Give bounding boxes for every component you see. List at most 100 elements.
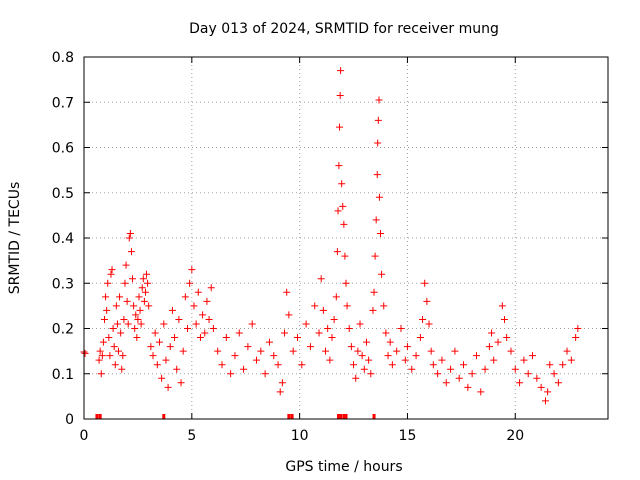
data-point: [377, 229, 385, 237]
data-point: [382, 329, 390, 337]
data-point: [137, 320, 145, 328]
data-point: [113, 320, 121, 328]
data-point: [125, 234, 133, 242]
data-point: [100, 315, 108, 323]
y-tick-label: 0.8: [52, 50, 74, 66]
data-point: [524, 370, 532, 378]
data-point: [281, 329, 289, 337]
data-point: [306, 343, 314, 351]
data-point: [179, 347, 187, 355]
data-point: [190, 302, 198, 310]
data-point: [375, 193, 383, 201]
data-point: [481, 365, 489, 373]
data-point: [104, 279, 112, 287]
data-point: [131, 325, 139, 332]
data-point: [380, 302, 388, 310]
data-point: [116, 293, 124, 301]
x-tick-label: 10: [291, 428, 309, 444]
data-point: [372, 216, 380, 224]
data-point: [374, 139, 382, 147]
data-point: [222, 334, 230, 342]
data-point: [403, 343, 411, 351]
data-point: [117, 329, 125, 337]
data-point: [127, 248, 135, 256]
x-tick-label: 0: [80, 428, 89, 444]
data-point: [134, 315, 142, 323]
data-point: [347, 343, 355, 351]
data-point: [95, 356, 103, 364]
axis-marker: [342, 414, 346, 419]
data-point: [451, 347, 459, 355]
data-point: [231, 352, 239, 360]
data-point: [503, 334, 511, 342]
axis-markers: [95, 414, 376, 419]
data-point: [371, 252, 379, 260]
data-point: [126, 229, 134, 237]
data-point: [494, 338, 502, 346]
data-point: [567, 356, 575, 364]
data-point: [139, 275, 147, 283]
data-point: [248, 320, 256, 328]
data-point: [370, 288, 378, 296]
data-point: [520, 356, 528, 364]
data-point: [274, 361, 282, 369]
data-point: [160, 320, 168, 328]
data-point: [149, 352, 157, 360]
data-point: [257, 347, 265, 355]
data-point: [354, 347, 362, 355]
data-point: [151, 329, 159, 337]
data-point: [423, 297, 431, 305]
data-point: [559, 361, 567, 369]
data-point: [270, 352, 278, 360]
data-point: [166, 343, 174, 351]
data-point: [194, 288, 202, 296]
data-point: [147, 343, 155, 351]
data-point: [120, 315, 128, 323]
data-point: [122, 261, 130, 269]
data-point: [373, 171, 381, 179]
data-point: [345, 325, 353, 332]
chart-title: Day 013 of 2024, SRMTID for receiver mun…: [189, 21, 499, 37]
data-point: [408, 365, 416, 373]
data-point: [358, 352, 366, 360]
data-point: [324, 325, 332, 332]
data-point: [311, 302, 319, 310]
data-point: [434, 370, 442, 378]
data-point: [184, 325, 192, 332]
data-point: [419, 315, 427, 323]
data-point: [317, 275, 325, 283]
data-point: [188, 266, 196, 274]
data-point: [427, 347, 435, 355]
y-tick-label: 0.4: [52, 231, 74, 247]
data-point: [516, 379, 524, 387]
data-point: [429, 361, 437, 369]
data-point: [201, 329, 209, 337]
data-point: [106, 352, 114, 360]
data-point: [362, 338, 370, 346]
data-point: [145, 302, 153, 310]
data-point: [343, 302, 351, 310]
data-point: [177, 379, 185, 387]
data-point: [199, 311, 207, 319]
data-point: [207, 284, 215, 292]
data-point: [278, 379, 286, 387]
data-point: [365, 356, 373, 364]
data-point: [412, 352, 420, 360]
data-point: [533, 374, 541, 382]
data-point: [133, 334, 141, 342]
data-point: [438, 356, 446, 364]
data-point: [384, 352, 392, 360]
data-point: [507, 347, 515, 355]
data-point: [337, 67, 345, 75]
data-point: [336, 91, 344, 99]
data-point: [336, 123, 344, 131]
data-point: [123, 297, 131, 305]
data-point: [265, 338, 273, 346]
data-point: [144, 279, 152, 287]
data-point: [227, 370, 235, 378]
data-point: [340, 220, 348, 228]
data-point: [498, 302, 506, 310]
data-point: [168, 306, 176, 314]
